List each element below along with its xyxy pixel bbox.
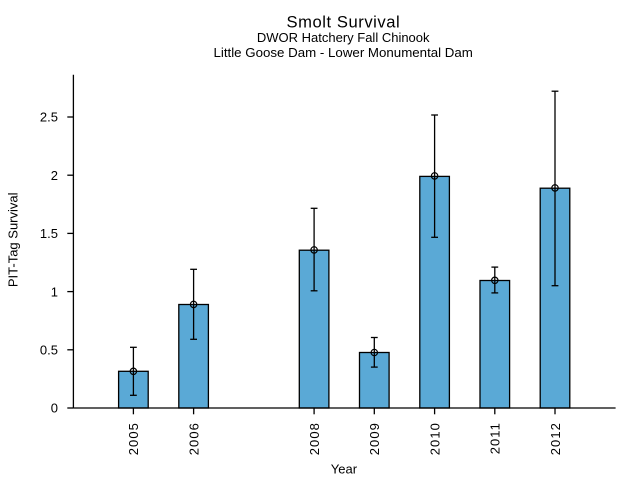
svg-text:1.5: 1.5 xyxy=(40,226,58,241)
svg-text:2006: 2006 xyxy=(186,422,201,455)
svg-text:2005: 2005 xyxy=(126,422,141,455)
svg-text:2: 2 xyxy=(51,168,58,183)
svg-text:2009: 2009 xyxy=(367,422,382,455)
svg-text:0.5: 0.5 xyxy=(40,343,58,358)
svg-text:2012: 2012 xyxy=(548,422,563,455)
svg-text:2.5: 2.5 xyxy=(40,110,58,125)
svg-text:0: 0 xyxy=(51,401,58,416)
svg-text:Year: Year xyxy=(331,461,358,476)
svg-text:PIT-Tag Survival: PIT-Tag Survival xyxy=(6,192,21,287)
svg-text:DWOR Hatchery Fall Chinook: DWOR Hatchery Fall Chinook xyxy=(257,30,430,45)
svg-text:2011: 2011 xyxy=(488,422,503,454)
svg-text:Smolt Survival: Smolt Survival xyxy=(287,12,401,31)
svg-text:Little Goose Dam - Lower Monum: Little Goose Dam - Lower Monumental Dam xyxy=(213,45,472,60)
svg-text:2008: 2008 xyxy=(307,422,322,455)
svg-text:2010: 2010 xyxy=(427,422,442,455)
svg-text:1: 1 xyxy=(51,284,58,299)
